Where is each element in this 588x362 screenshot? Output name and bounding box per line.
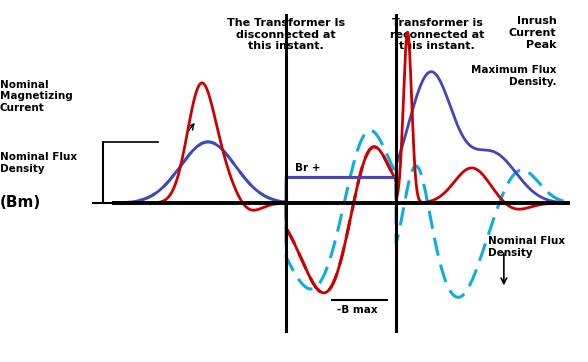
Text: Maximum Flux
Density.: Maximum Flux Density. — [471, 66, 557, 87]
Text: Br +: Br + — [295, 163, 320, 173]
Text: Transformer is
reconnected at
this instant.: Transformer is reconnected at this insta… — [390, 18, 485, 51]
Text: -B max: -B max — [337, 305, 377, 315]
Text: (Bm): (Bm) — [0, 195, 41, 210]
Text: The Transformer Is
disconnected at
this instant.: The Transformer Is disconnected at this … — [227, 18, 345, 51]
Text: Nominal Flux
Density: Nominal Flux Density — [488, 236, 565, 258]
Text: Nominal
Magnetizing
Current: Nominal Magnetizing Current — [0, 80, 73, 113]
Text: Inrush
Current
Peak: Inrush Current Peak — [509, 16, 557, 50]
Text: Nominal Flux
Density: Nominal Flux Density — [0, 152, 77, 174]
